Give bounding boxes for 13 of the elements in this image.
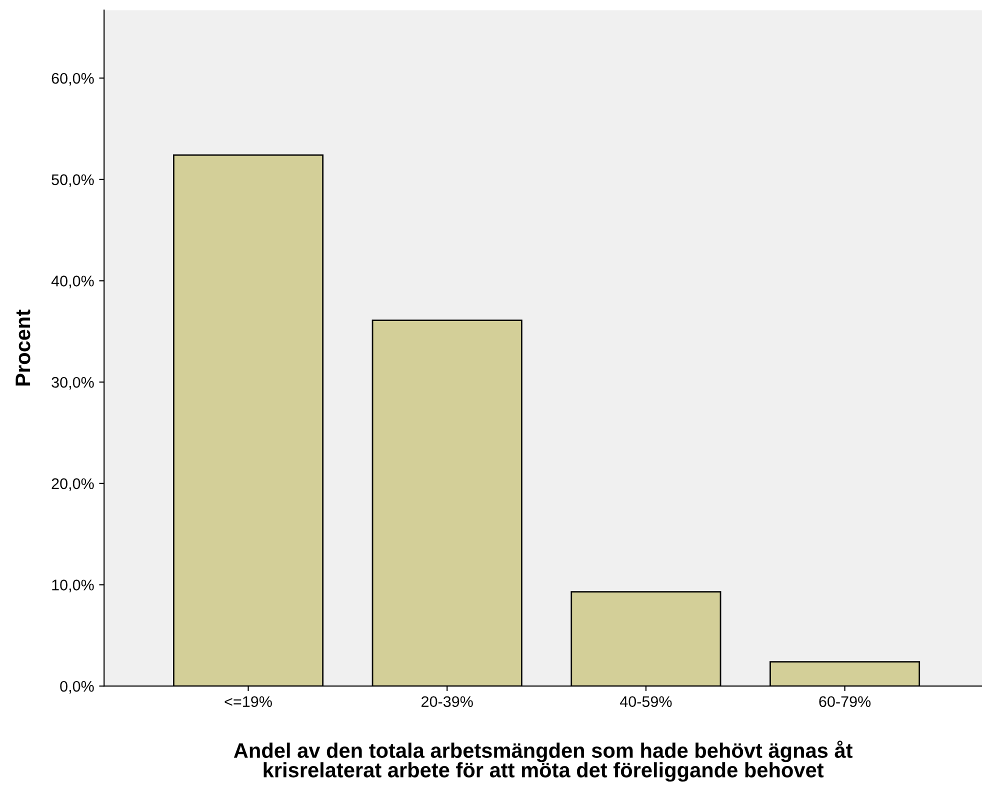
y-tick-label: 20,0% (52, 478, 94, 491)
y-tick-label: 50,0% (52, 174, 94, 187)
y-tick-label: 0,0% (60, 680, 94, 694)
x-tick-label: 60-79% (819, 696, 871, 708)
x-tick-label: 40-59% (620, 696, 672, 708)
x-tick-label: <=19% (224, 696, 272, 708)
x-axis-title: Andel av den totala arbetsmängden som hade behövt ägnas åt krisrelaterat arbete för att möta det föreliggande behovet (234, 740, 852, 782)
y-tick-label: 30,0% (52, 376, 94, 390)
y-axis-title: Procent (16, 310, 30, 386)
y-tick-label: 40,0% (51, 276, 94, 288)
y-tick-label: 60,0% (52, 72, 94, 86)
x-tick-label: 20-39% (422, 696, 473, 708)
y-tick-label: 10,0% (52, 580, 94, 592)
